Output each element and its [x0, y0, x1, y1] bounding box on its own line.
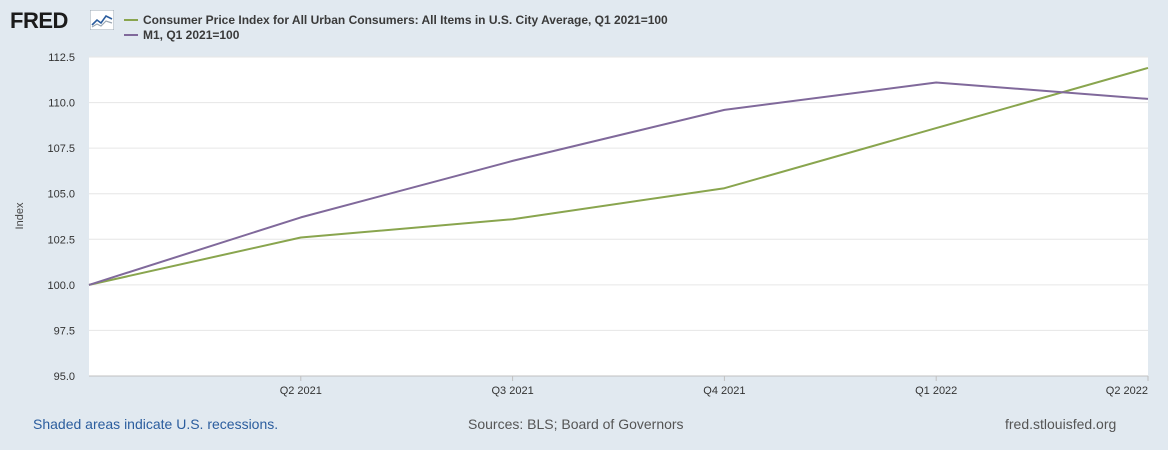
footer: Shaded areas indicate U.S. recessions. S… — [0, 416, 1168, 436]
chart-header: FRED Consumer Price Index for All Urban … — [0, 0, 1168, 50]
y-tick-label: 107.5 — [47, 143, 75, 155]
y-tick-label: 112.5 — [48, 52, 75, 64]
x-tick-label: Q4 2021 — [703, 385, 745, 397]
legend-swatch-m1 — [124, 33, 138, 36]
sources-text: Sources: BLS; Board of Governors — [468, 416, 684, 432]
x-tick-label: Q2 2021 — [280, 385, 322, 397]
x-tick-label: Q1 2022 — [915, 385, 957, 397]
line-chart-icon — [90, 10, 114, 30]
x-tick-label: Q2 2022 — [1106, 385, 1148, 397]
y-tick-label: 97.5 — [54, 325, 75, 337]
legend-item-cpi[interactable]: Consumer Price Index for All Urban Consu… — [124, 12, 668, 27]
y-tick-label: 95.0 — [54, 371, 75, 383]
x-axis: Q2 2021 Q3 2021 Q4 2021 Q1 2022 Q2 2022 — [89, 375, 1149, 397]
y-tick-label: 100.0 — [47, 280, 75, 292]
x-tick-label: Q3 2021 — [491, 385, 533, 397]
y-axis-label: Index — [14, 202, 26, 229]
series-line-cpi[interactable] — [88, 66, 1149, 286]
y-tick-label: 105.0 — [47, 189, 75, 201]
y-tick-label: 110.0 — [48, 98, 75, 110]
legend-swatch-cpi — [124, 18, 138, 21]
fred-logo[interactable]: FRED — [10, 8, 68, 33]
site-url[interactable]: fred.stlouisfed.org — [1005, 416, 1117, 432]
y-axis: 95.0 97.5 100.0 102.5 105.0 107.5 110.0 112.5 — [47, 52, 75, 383]
recession-note-link[interactable]: Shaded areas indicate U.S. recessions. — [33, 416, 279, 432]
series-lines — [88, 66, 1149, 286]
line-chart: 95.0 97.5 100.0 102.5 105.0 107.5 110.0 112.5 Q… — [14, 52, 1149, 397]
y-tick-label: 102.5 — [47, 234, 75, 246]
legend: Consumer Price Index for All Urban Consu… — [124, 12, 668, 42]
series-line-m1[interactable] — [88, 81, 1149, 286]
legend-item-m1[interactable]: M1, Q1 2021=100 — [124, 27, 668, 42]
plot-area — [89, 57, 1148, 376]
legend-label-cpi: Consumer Price Index for All Urban Consu… — [143, 12, 668, 27]
legend-label-m1: M1, Q1 2021=100 — [143, 27, 240, 42]
